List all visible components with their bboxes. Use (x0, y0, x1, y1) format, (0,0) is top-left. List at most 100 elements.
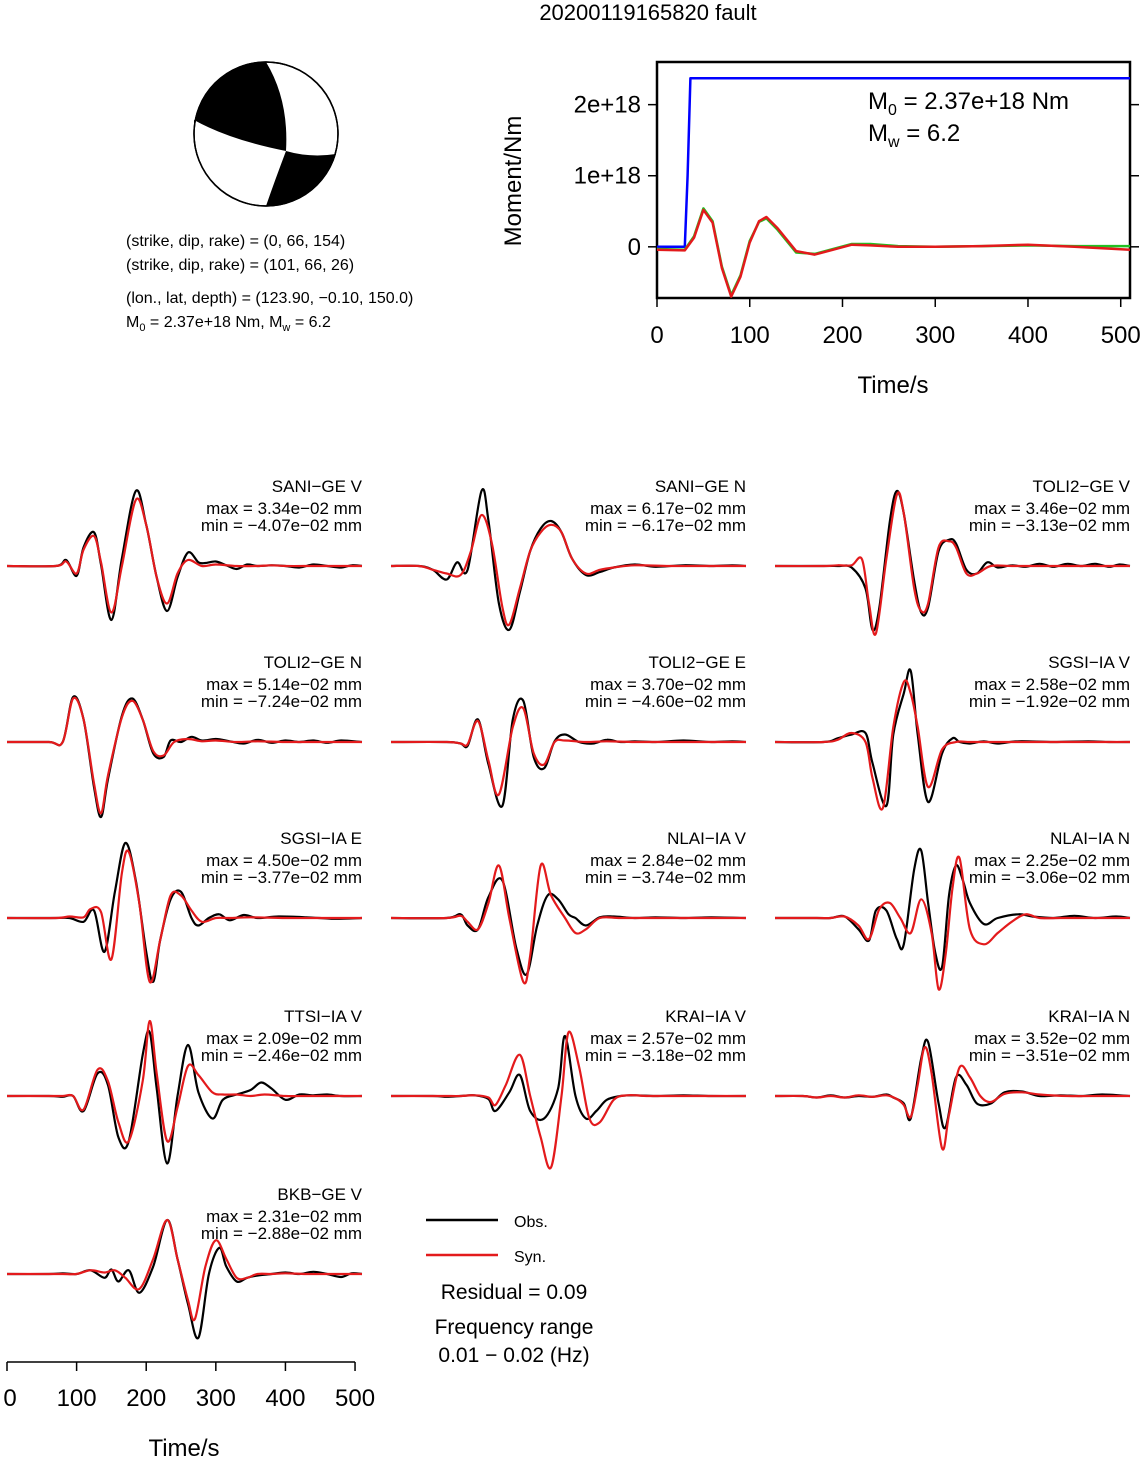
waveform-x-tick-label: 500 (335, 1385, 375, 1412)
station-label: SANI−GE N (655, 477, 746, 496)
station-label: SGSI−IA V (1048, 653, 1130, 672)
moment-x-tick-label: 200 (822, 322, 862, 349)
synthetic-trace (390, 862, 746, 985)
nodal-plane-2: (strike, dip, rake) = (101, 66, 26) (126, 257, 354, 274)
max-amplitude: max = 6.17e−02 mm (590, 499, 746, 518)
min-amplitude: min = −3.06e−02 mm (969, 868, 1130, 887)
moment-x-tick-label: 400 (1008, 322, 1048, 349)
station-label: KRAI−IA N (1048, 1007, 1130, 1026)
min-amplitude: min = −3.74e−02 mm (585, 868, 746, 887)
moment-plot-frame (655, 60, 1132, 300)
max-amplitude: max = 4.50e−02 mm (206, 851, 362, 870)
moment-x-tick-label: 300 (915, 322, 955, 349)
observed-trace (6, 695, 363, 819)
residual-text: Residual = 0.09 (441, 1281, 588, 1304)
max-amplitude: max = 2.57e−02 mm (590, 1029, 746, 1048)
station-label: TTSI−IA V (284, 1007, 363, 1026)
station-label: TOLI2−GE E (649, 653, 746, 672)
synthetic-trace (774, 491, 1130, 636)
legend-syn-label: Syn. (514, 1249, 546, 1266)
synthetic-trace (775, 855, 1130, 991)
moment-m0-annotation: M0 = 2.37e+18 Nm (868, 88, 1069, 119)
legend-obs-label: Obs. (514, 1214, 548, 1231)
min-amplitude: min = −3.18e−02 mm (585, 1046, 746, 1065)
waveform-x-tick-label: 0 (3, 1385, 16, 1412)
legend: Obs. Syn. Residual = 0.09 Frequency rang… (426, 1214, 593, 1367)
min-amplitude: min = −3.13e−02 mm (969, 516, 1130, 535)
waveform-x-tick-label: 200 (126, 1385, 166, 1412)
moment-y-tick-label: 0 (628, 234, 641, 261)
moment-x-tick-label: 500 (1101, 322, 1141, 349)
max-amplitude: max = 2.58e−02 mm (974, 675, 1130, 694)
mechanism-info: (strike, dip, rake) = (0, 66, 154) (stri… (126, 233, 413, 334)
min-amplitude: min = −3.51e−02 mm (969, 1046, 1130, 1065)
min-amplitude: min = −7.24e−02 mm (201, 692, 362, 711)
min-amplitude: min = −1.92e−02 mm (969, 692, 1130, 711)
station-label: SGSI−IA E (280, 829, 362, 848)
moment-x-tick-label: 0 (650, 322, 663, 349)
waveform-x-tick-label: 300 (196, 1385, 236, 1412)
waveform-x-label: Time/s (148, 1435, 219, 1458)
moment-rate-green-line (656, 207, 1130, 297)
min-amplitude: min = −2.46e−02 mm (201, 1046, 362, 1065)
moment-rate-plot: Moment/Nm Time/s M0 = 2.37e+18 Nm Mw = 6… (500, 60, 1141, 399)
observed-trace (6, 489, 363, 622)
waveform-x-tick-label: 400 (265, 1385, 305, 1412)
observed-trace (390, 877, 747, 976)
synthetic-trace (6, 1019, 362, 1144)
max-amplitude: max = 3.70e−02 mm (590, 675, 746, 694)
figure-title: 20200119165820 fault (539, 0, 756, 25)
nodal-plane-1: (strike, dip, rake) = (0, 66, 154) (126, 233, 345, 250)
moment-y-tick-label: 2e+18 (574, 92, 641, 119)
synthetic-trace (390, 513, 746, 627)
min-amplitude: min = −6.17e−02 mm (585, 516, 746, 535)
moment-rate-red-line (656, 208, 1131, 298)
frequency-range-value: 0.01 − 0.02 (Hz) (438, 1344, 589, 1367)
moment-y-tick-label: 1e+18 (574, 163, 641, 190)
station-label: NLAI−IA N (1050, 829, 1130, 848)
moment-function-line (657, 77, 1130, 249)
min-amplitude: min = −4.60e−02 mm (585, 692, 746, 711)
max-amplitude: max = 5.14e−02 mm (206, 675, 362, 694)
station-label: NLAI−IA V (667, 829, 747, 848)
max-amplitude: max = 2.31e−02 mm (206, 1207, 362, 1226)
observed-trace (390, 697, 747, 808)
max-amplitude: max = 2.09e−02 mm (206, 1029, 362, 1048)
source-location: (lon., lat, depth) = (123.90, −0.10, 150… (126, 290, 413, 307)
min-amplitude: min = −4.07e−02 mm (201, 516, 362, 535)
synthetic-trace (774, 1046, 1130, 1151)
synthetic-trace (7, 1218, 362, 1322)
station-label: TOLI2−GE N (264, 653, 362, 672)
observed-trace (390, 488, 747, 632)
waveform-time-axis: Time/s 0 100 200 300 400 500 (3, 1361, 375, 1458)
max-amplitude: max = 2.25e−02 mm (974, 851, 1130, 870)
max-amplitude: max = 2.84e−02 mm (590, 851, 746, 870)
synthetic-trace (390, 706, 746, 797)
waveform-x-tick-label: 100 (57, 1385, 97, 1412)
synthetic-trace (6, 696, 362, 815)
max-amplitude: max = 3.52e−02 mm (974, 1029, 1130, 1048)
source-moment: M0 = 2.37e+18 Nm, Mw = 6.2 (126, 314, 331, 334)
moment-x-tick-label: 100 (730, 322, 770, 349)
synthetic-trace (390, 1030, 746, 1170)
station-label: TOLI2−GE V (1033, 477, 1131, 496)
moment-y-label: Moment/Nm (500, 116, 527, 247)
station-label: SANI−GE V (272, 477, 363, 496)
synthetic-trace (6, 849, 362, 984)
beach-ball (193, 61, 339, 207)
max-amplitude: max = 3.46e−02 mm (974, 499, 1130, 518)
synthetic-trace (6, 497, 362, 614)
min-amplitude: min = −3.77e−02 mm (201, 868, 362, 887)
frequency-range-title: Frequency range (435, 1316, 594, 1339)
